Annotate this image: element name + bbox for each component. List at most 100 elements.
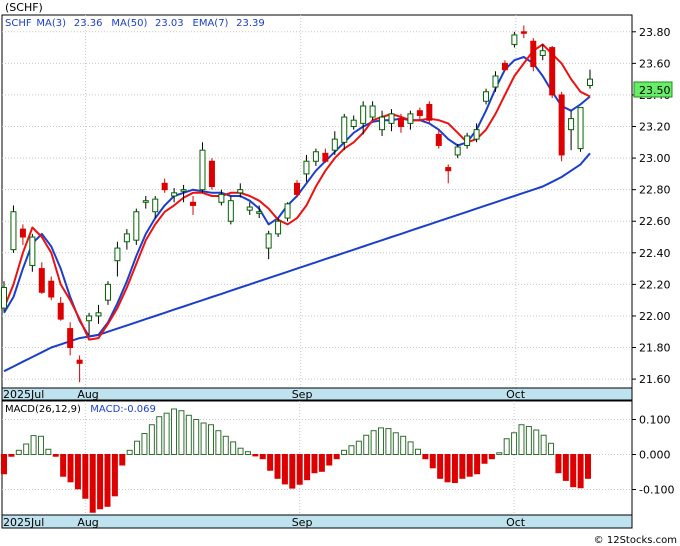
macd-x-axis-labels: 2025Jul Aug Sep Oct: [3, 516, 526, 529]
price-y-tick-label: 22.20: [639, 278, 671, 291]
macd-x-label: Aug: [77, 516, 98, 529]
candle: [549, 45, 556, 99]
macd-bar-positive: [126, 449, 133, 455]
ticker-label: (SCHF): [5, 1, 43, 14]
macd-bar-negative: [89, 454, 96, 513]
macd-bar-negative: [459, 454, 466, 479]
candle: [501, 60, 508, 72]
price-x-label: 2025Jul: [3, 388, 44, 401]
macd-bar-positive: [237, 447, 244, 456]
macd-bar-negative: [481, 454, 488, 464]
candle: [142, 195, 149, 209]
macd-bar-negative: [318, 454, 325, 472]
price-y-tick-label: 22.00: [639, 310, 671, 323]
candle-body-up: [237, 189, 244, 194]
candle: [284, 202, 291, 222]
ma3-line: [3, 43, 591, 341]
candle-body-up: [256, 211, 263, 214]
candle-body-down: [549, 47, 556, 96]
candle-body-up: [587, 78, 593, 86]
candle-body-down: [530, 40, 537, 68]
macd-bar-positive: [200, 422, 207, 455]
macd-bar-negative: [585, 454, 591, 479]
macd-bar-positive: [30, 435, 37, 456]
macd-legend-item: MACD(26,12,9): [5, 404, 81, 415]
candle-body-down: [19, 228, 26, 238]
price-candles: [1, 25, 593, 383]
candle-body-up: [379, 116, 386, 131]
candle-body-up: [1, 287, 7, 309]
macd-bar-positive: [193, 419, 200, 455]
candle: [152, 195, 159, 219]
macd-bar-positive: [222, 435, 229, 455]
candle: [237, 183, 244, 198]
macd-bar-negative: [451, 454, 458, 483]
candle-body-down: [445, 167, 452, 172]
candle: [29, 233, 36, 272]
macd-histogram: [1, 408, 591, 513]
candle: [246, 202, 253, 215]
price-panel: 21.60 21.80 22.00 22.20 22.40 22.60 22.80 23.00…: [1, 1, 673, 389]
macd-bar-negative: [562, 454, 569, 481]
macd-bar-positive: [163, 412, 170, 456]
price-legend-item: SCHF: [5, 18, 32, 29]
candle: [114, 241, 121, 277]
candle: [331, 131, 338, 155]
macd-bar-negative: [422, 454, 429, 460]
candle-body-down: [48, 280, 55, 298]
macd-x-label: 2025Jul: [3, 516, 44, 529]
macd-bar-positive: [230, 441, 237, 455]
candle-body-up: [29, 236, 36, 266]
price-y-tick-label: 23.00: [639, 152, 671, 165]
candle: [445, 164, 452, 184]
candle-body-down: [558, 94, 565, 156]
candle: [416, 107, 423, 121]
candle-body-down: [435, 133, 442, 146]
candle-body-down: [208, 160, 215, 188]
candle: [341, 113, 348, 151]
last-price-label: 23.50: [639, 84, 671, 97]
macd-bar-negative: [67, 454, 74, 483]
price-y-tick-label: 21.80: [639, 342, 671, 355]
macd-panel: -0.100 0.000 0.100 MACD(26,12,9) MACD:-0.06…: [1, 400, 674, 516]
price-legend-item: EMA(7): [193, 18, 229, 29]
watermark: © 12Stocks.com: [594, 535, 677, 546]
price-legend-item: 23.03: [155, 18, 184, 29]
candle-body-up: [104, 283, 111, 301]
candle: [275, 218, 282, 238]
price-legend-item: MA(3): [36, 18, 66, 29]
macd-bar-positive: [363, 434, 370, 455]
macd-bar-positive: [378, 427, 385, 455]
candle-body-up: [483, 91, 490, 102]
candle-body-up: [10, 211, 17, 251]
candle: [511, 31, 518, 48]
macd-bar-negative: [570, 454, 577, 488]
candle-body-up: [171, 192, 178, 197]
macd-date-band: 2025Jul Aug Sep Oct: [1, 514, 633, 529]
price-legend-item: 23.39: [236, 18, 265, 29]
candle-body-up: [331, 138, 338, 151]
macd-bar-positive: [355, 440, 362, 456]
price-x-label: Oct: [506, 388, 526, 401]
macd-bar-negative: [577, 454, 584, 489]
price-y-axis: 21.60 21.80 22.00 22.20 22.40 22.60 22.80 23.00…: [632, 26, 671, 386]
price-date-band: 2025Jul Aug Sep Oct: [1, 387, 633, 401]
candle-body-up: [227, 200, 234, 222]
macd-bar-positive: [370, 430, 377, 456]
candle-body-down: [190, 201, 197, 206]
macd-bar-positive: [525, 426, 532, 455]
candle: [492, 71, 499, 92]
macd-bar-negative: [429, 454, 436, 469]
candle: [171, 188, 178, 203]
macd-bar-positive: [341, 449, 348, 455]
candle-body-down: [322, 152, 329, 162]
candle: [190, 195, 197, 215]
macd-bar-positive: [45, 448, 52, 455]
macd-bar-positive: [23, 443, 30, 455]
macd-bar-positive: [207, 424, 214, 455]
candle-body-up: [95, 312, 102, 317]
macd-bar-negative: [466, 454, 473, 477]
macd-bar-positive: [540, 434, 547, 455]
candle-body-down: [57, 302, 64, 320]
